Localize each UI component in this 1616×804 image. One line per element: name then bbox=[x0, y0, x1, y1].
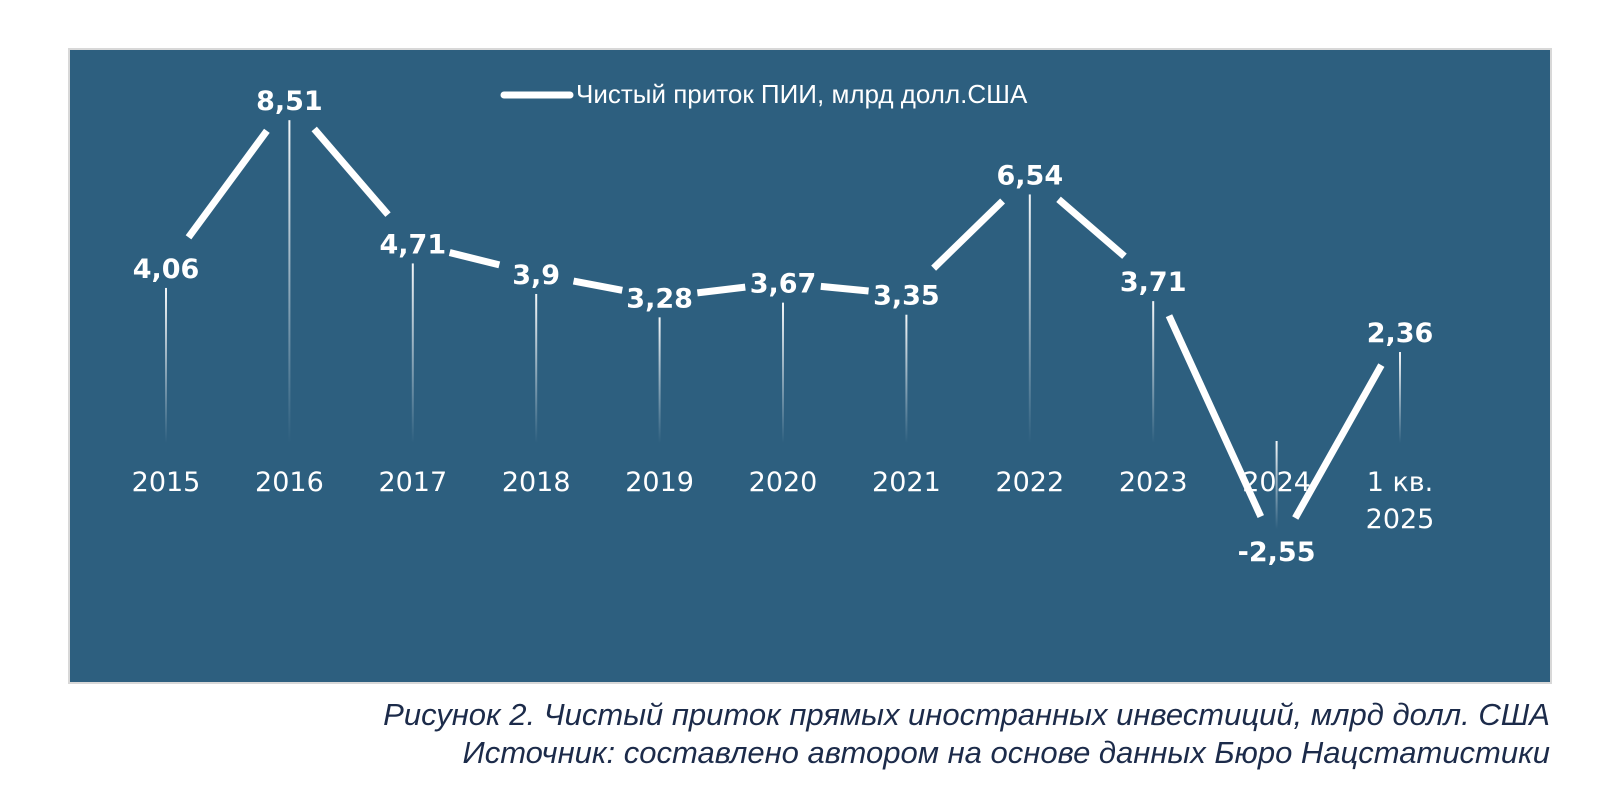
x-tick-label: 2018 bbox=[502, 467, 571, 498]
series-line-segment bbox=[1165, 314, 1264, 519]
x-tick-label-line2: 2025 bbox=[1366, 504, 1435, 535]
series-line-segment bbox=[572, 277, 623, 294]
x-tick-label: 2017 bbox=[378, 467, 447, 498]
data-label: 8,51 bbox=[256, 86, 323, 117]
drop-line bbox=[1152, 301, 1155, 443]
x-tick-label: 2022 bbox=[995, 467, 1064, 498]
drop-line bbox=[782, 302, 784, 443]
series-line-segment bbox=[185, 128, 270, 240]
data-label: 3,71 bbox=[1120, 267, 1187, 298]
drop-line bbox=[1275, 441, 1278, 530]
series-line-segment bbox=[1056, 196, 1127, 259]
drop-line bbox=[905, 314, 908, 443]
figure-source: Источник: составлено автором на основе д… bbox=[462, 735, 1550, 770]
x-tick-label: 2019 bbox=[625, 467, 694, 498]
series-line-segment bbox=[931, 198, 1006, 271]
drop-lines bbox=[165, 120, 1401, 530]
legend-label: Чистый приток ПИИ, млрд долл.США bbox=[576, 79, 1028, 109]
figure-caption: Рисунок 2. Чистый приток прямых иностран… bbox=[383, 697, 1550, 732]
x-tick-label: 2020 bbox=[749, 467, 818, 498]
drop-line bbox=[535, 293, 538, 443]
drop-line bbox=[288, 120, 291, 443]
line-chart: Чистый приток ПИИ, млрд долл.США 2015 201… bbox=[70, 50, 1550, 682]
chart-panel: Чистый приток ПИИ, млрд долл.США 2015 201… bbox=[68, 48, 1552, 684]
data-label: 6,54 bbox=[996, 160, 1063, 191]
data-label: 4,06 bbox=[133, 254, 200, 285]
series-line-segment bbox=[1292, 363, 1385, 520]
drop-line bbox=[1399, 352, 1401, 443]
data-label: -2,55 bbox=[1238, 537, 1316, 568]
series-line-segment bbox=[696, 283, 746, 297]
data-label: 3,9 bbox=[512, 260, 560, 291]
x-tick-label: 2023 bbox=[1119, 467, 1188, 498]
data-label: 4,71 bbox=[379, 229, 446, 260]
chart-background bbox=[70, 50, 1550, 682]
drop-line bbox=[165, 287, 167, 443]
series-line-segment bbox=[311, 126, 391, 217]
data-label: 2,36 bbox=[1367, 318, 1434, 349]
series-line-segment bbox=[448, 249, 501, 269]
x-tick-label: 2024 bbox=[1242, 467, 1311, 498]
data-label: 3,67 bbox=[750, 269, 817, 300]
drop-line bbox=[1028, 194, 1031, 443]
x-tick-label: 2016 bbox=[255, 467, 324, 498]
data-labels: 4,06 8,51 4,71 3,9 3,28 3,67 3,35 6,54 3,71 -2,55… bbox=[133, 86, 1434, 568]
series-line bbox=[185, 126, 1385, 520]
series-line-segment bbox=[820, 282, 869, 295]
chart-legend: Чистый приток ПИИ, млрд долл.США bbox=[500, 79, 1028, 109]
data-label: 3,28 bbox=[626, 283, 693, 314]
drop-line bbox=[658, 317, 661, 443]
x-tick-label: 2021 bbox=[872, 467, 941, 498]
x-tick-label: 1 кв. bbox=[1367, 467, 1434, 498]
x-axis-ticks: 2015 2016 2017 2018 2019 2020 2021 2022 2023 2024… bbox=[132, 467, 1435, 535]
drop-line bbox=[411, 263, 414, 443]
data-label: 3,35 bbox=[873, 281, 940, 312]
x-tick-label: 2015 bbox=[132, 467, 201, 498]
